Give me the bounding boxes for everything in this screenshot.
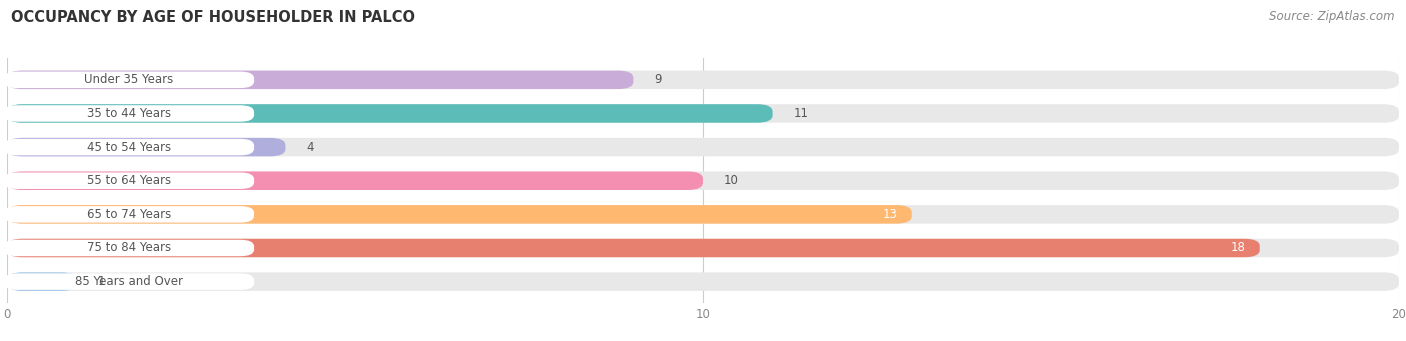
- FancyBboxPatch shape: [4, 240, 254, 256]
- FancyBboxPatch shape: [4, 273, 254, 290]
- FancyBboxPatch shape: [7, 239, 1260, 257]
- Text: 75 to 84 Years: 75 to 84 Years: [87, 241, 172, 254]
- FancyBboxPatch shape: [7, 138, 1399, 156]
- Text: 9: 9: [654, 73, 662, 86]
- FancyBboxPatch shape: [7, 71, 633, 89]
- Text: OCCUPANCY BY AGE OF HOUSEHOLDER IN PALCO: OCCUPANCY BY AGE OF HOUSEHOLDER IN PALCO: [11, 10, 415, 25]
- Text: 35 to 44 Years: 35 to 44 Years: [87, 107, 172, 120]
- FancyBboxPatch shape: [4, 139, 254, 155]
- FancyBboxPatch shape: [7, 172, 703, 190]
- FancyBboxPatch shape: [7, 205, 912, 224]
- FancyBboxPatch shape: [4, 72, 254, 88]
- Text: 45 to 54 Years: 45 to 54 Years: [87, 140, 172, 153]
- FancyBboxPatch shape: [4, 206, 254, 223]
- Text: 13: 13: [883, 208, 898, 221]
- FancyBboxPatch shape: [7, 138, 285, 156]
- FancyBboxPatch shape: [7, 104, 773, 123]
- Text: 65 to 74 Years: 65 to 74 Years: [87, 208, 172, 221]
- Text: 85 Years and Over: 85 Years and Over: [75, 275, 183, 288]
- Text: 18: 18: [1232, 241, 1246, 254]
- Text: 10: 10: [724, 174, 738, 187]
- FancyBboxPatch shape: [7, 239, 1399, 257]
- FancyBboxPatch shape: [7, 272, 77, 291]
- Text: 11: 11: [793, 107, 808, 120]
- FancyBboxPatch shape: [4, 105, 254, 122]
- Text: 55 to 64 Years: 55 to 64 Years: [87, 174, 172, 187]
- Text: 4: 4: [307, 140, 314, 153]
- FancyBboxPatch shape: [4, 173, 254, 189]
- FancyBboxPatch shape: [7, 205, 1399, 224]
- FancyBboxPatch shape: [7, 71, 1399, 89]
- FancyBboxPatch shape: [7, 272, 1399, 291]
- Text: 1: 1: [97, 275, 105, 288]
- Text: Source: ZipAtlas.com: Source: ZipAtlas.com: [1270, 10, 1395, 23]
- FancyBboxPatch shape: [7, 104, 1399, 123]
- Text: Under 35 Years: Under 35 Years: [84, 73, 173, 86]
- FancyBboxPatch shape: [7, 172, 1399, 190]
